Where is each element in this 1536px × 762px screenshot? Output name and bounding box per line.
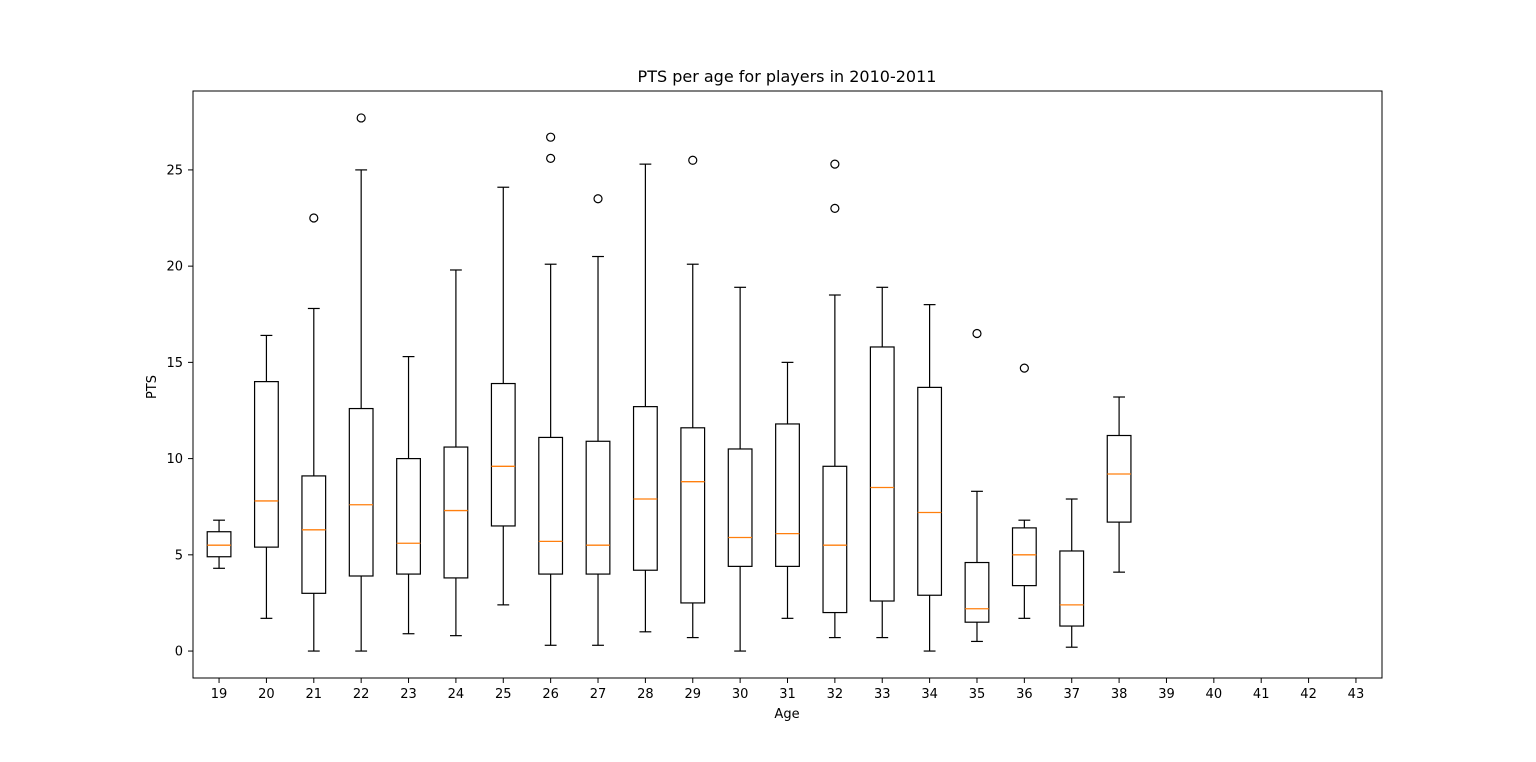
box-iqr: [680, 427, 706, 604]
flier-point: [688, 155, 698, 165]
x-tick-label: 38: [1111, 687, 1128, 702]
x-tick-label: 27: [590, 687, 607, 702]
box-iqr: [775, 423, 800, 567]
box-age-20: [253, 334, 279, 619]
box-age-32: [822, 159, 848, 639]
x-tick-label: 31: [779, 687, 796, 702]
flier-point: [972, 328, 982, 339]
x-tick-label: 37: [1063, 687, 1080, 702]
box-age-26: [538, 132, 564, 646]
box-iqr: [1106, 434, 1132, 523]
x-tick-label: 35: [969, 687, 986, 702]
flier-point: [546, 153, 556, 163]
flier-point: [309, 213, 319, 223]
y-tick-label: 5: [175, 548, 183, 563]
x-tick-label: 19: [211, 687, 228, 702]
box-iqr: [490, 382, 516, 527]
box-age-28: [632, 163, 658, 633]
x-tick-label: 24: [448, 687, 465, 702]
box-age-34: [917, 304, 943, 652]
chart-title: PTS per age for players in 2010-2011: [638, 67, 937, 86]
box-iqr: [1059, 550, 1085, 627]
x-tick-label: 32: [827, 687, 844, 702]
box-age-25: [490, 186, 516, 606]
x-axis: 19 20 21 22 23 24 25 26 27 28 29 30 31 32 33 34 35 36 37 38…: [211, 678, 1364, 702]
y-axis: 0 5 10 15 20 25: [166, 163, 193, 660]
y-tick-label: 20: [166, 260, 183, 275]
x-tick-label: 43: [1348, 687, 1365, 702]
box-age-23: [396, 355, 421, 635]
x-tick-label: 26: [542, 687, 559, 702]
box-iqr: [964, 561, 990, 623]
flier-point: [356, 113, 366, 123]
plot-area: [206, 113, 1132, 652]
y-tick-label: 25: [166, 163, 183, 178]
box-age-21: [301, 213, 327, 652]
box-age-35: [964, 328, 990, 643]
box-age-33: [869, 286, 895, 639]
flier-point: [830, 159, 840, 169]
x-tick-label: 20: [258, 687, 275, 702]
box-iqr: [632, 406, 658, 571]
box-age-30: [727, 286, 753, 652]
box-iqr: [301, 475, 327, 594]
x-tick-label: 28: [637, 687, 654, 702]
x-tick-label: 33: [874, 687, 891, 702]
flier-point: [546, 132, 556, 142]
box-iqr: [538, 436, 564, 575]
y-tick-label: 10: [166, 452, 183, 467]
box-iqr: [206, 531, 232, 558]
box-iqr: [585, 440, 611, 575]
box-iqr: [822, 465, 848, 614]
box-iqr: [917, 386, 943, 596]
y-tick-label: 0: [175, 645, 183, 660]
box-age-24: [443, 269, 469, 637]
x-tick-label: 41: [1253, 687, 1270, 702]
box-age-29: [680, 155, 706, 639]
box-iqr: [396, 457, 421, 575]
box-iqr: [1011, 527, 1037, 587]
x-axis-label: Age: [774, 707, 799, 722]
flier-point: [593, 194, 603, 204]
box-age-19: [206, 519, 232, 569]
box-iqr: [348, 407, 374, 577]
box-iqr: [727, 448, 753, 567]
box-iqr: [253, 381, 279, 548]
x-tick-label: 23: [400, 687, 417, 702]
box-age-22: [348, 113, 374, 652]
box-iqr: [869, 346, 895, 602]
x-tick-label: 36: [1016, 687, 1033, 702]
x-tick-label: 42: [1300, 687, 1317, 702]
box-iqr: [443, 446, 469, 579]
y-axis-label: PTS: [145, 375, 160, 399]
box-age-37: [1059, 498, 1085, 648]
box-age-31: [775, 361, 800, 619]
flier-point: [1019, 363, 1029, 373]
x-tick-label: 29: [684, 687, 701, 702]
x-tick-label: 22: [353, 687, 370, 702]
x-tick-label: 39: [1158, 687, 1175, 702]
box-age-38: [1106, 396, 1132, 573]
box-age-36: [1011, 363, 1037, 619]
x-tick-label: 21: [306, 687, 323, 702]
y-tick-label: 15: [166, 356, 183, 371]
x-tick-label: 30: [732, 687, 749, 702]
x-tick-label: 25: [495, 687, 512, 702]
box-age-27: [585, 194, 611, 646]
flier-point: [830, 203, 840, 213]
x-tick-label: 40: [1206, 687, 1223, 702]
x-tick-label: 34: [921, 687, 938, 702]
